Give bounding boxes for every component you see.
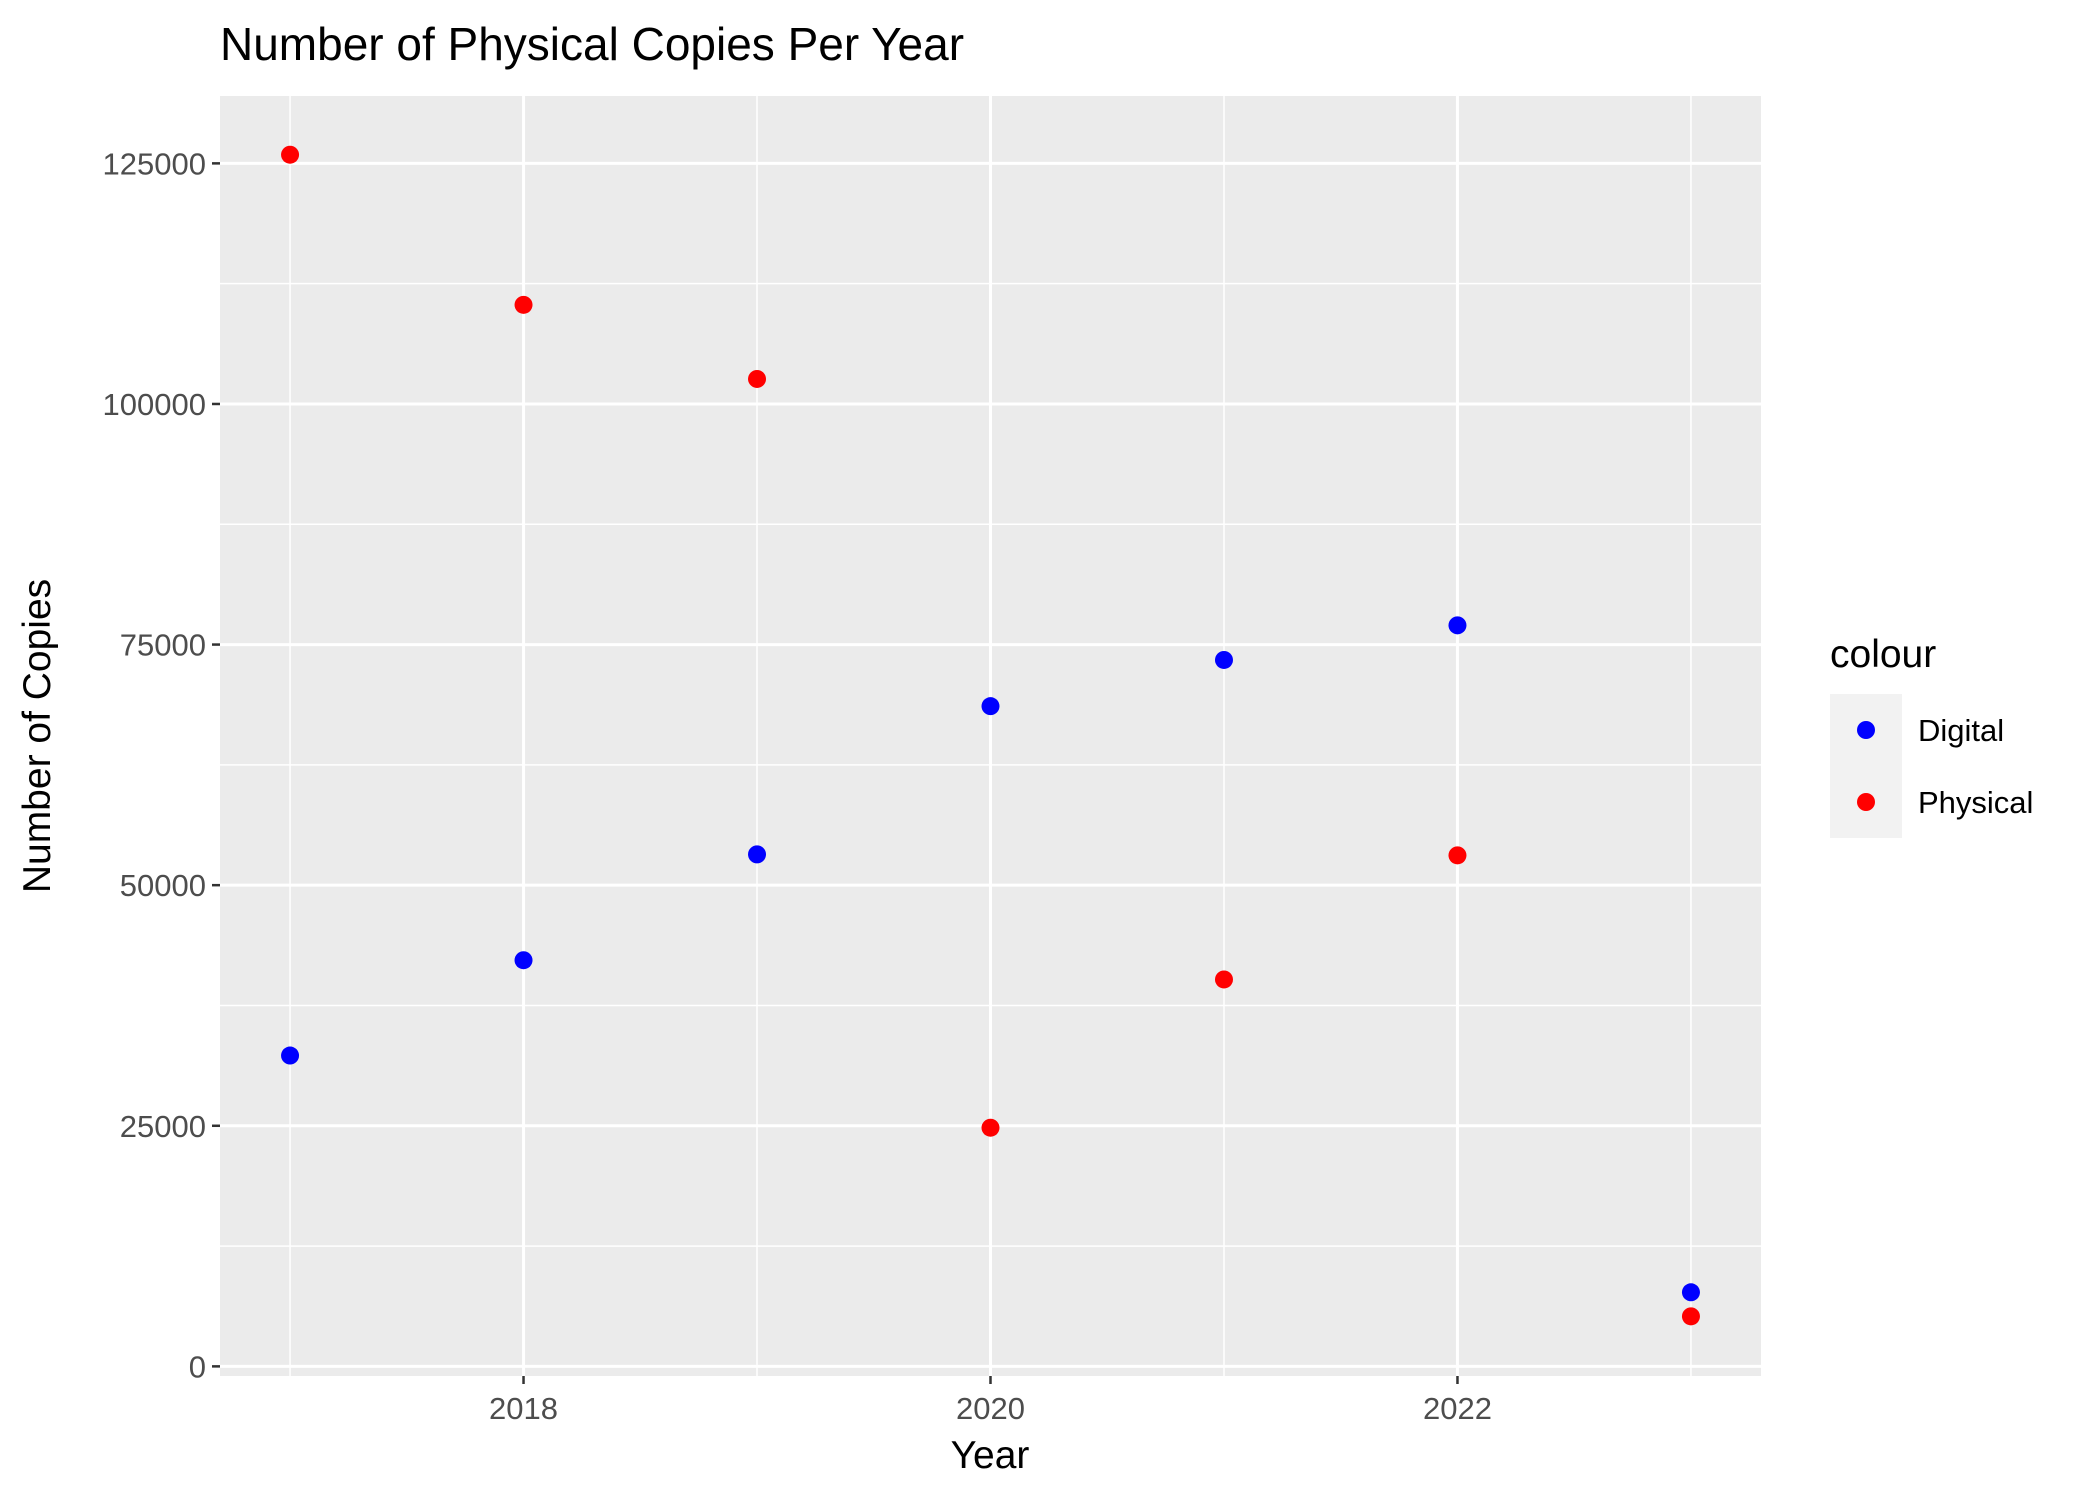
- legend: colour Digital Physical: [1830, 633, 2033, 838]
- y-axis-title: Number of Copies: [16, 579, 59, 893]
- x-axis-title: Year: [951, 1434, 1030, 1477]
- point-physical: [1214, 970, 1233, 989]
- y-tick-label: 100000: [103, 387, 206, 422]
- y-tick-label: 0: [189, 1349, 206, 1384]
- point-digital: [281, 1046, 300, 1065]
- point-digital: [748, 845, 767, 864]
- legend-key-digital: [1857, 721, 1875, 739]
- point-digital: [1448, 616, 1467, 635]
- x-tick-labels: 2018 2020 2022: [489, 1391, 1492, 1426]
- point-physical: [1448, 846, 1467, 865]
- legend-title: colour: [1830, 633, 1936, 676]
- y-tick-label: 75000: [120, 628, 206, 663]
- y-tick-labels: 0 25000 50000 75000 100000 125000: [103, 146, 206, 1384]
- chart-title: Number of Physical Copies Per Year: [220, 18, 964, 70]
- y-tick-label: 50000: [120, 868, 206, 903]
- point-physical: [748, 369, 767, 388]
- point-digital: [1214, 650, 1233, 669]
- legend-key-physical: [1857, 793, 1875, 811]
- legend-label-digital: Digital: [1918, 713, 2004, 748]
- point-digital: [514, 951, 533, 970]
- data-points: [281, 145, 1700, 1326]
- legend-key-background: [1830, 694, 1902, 838]
- point-physical: [281, 145, 300, 164]
- point-digital: [1681, 1283, 1700, 1302]
- x-tick-label: 2022: [1423, 1391, 1492, 1426]
- y-tick-label: 25000: [120, 1109, 206, 1144]
- axis-ticks: [212, 162, 1459, 1384]
- point-physical: [981, 1118, 1000, 1137]
- point-digital: [981, 697, 1000, 716]
- x-tick-label: 2018: [489, 1391, 558, 1426]
- point-physical: [1681, 1307, 1700, 1326]
- point-physical: [514, 295, 533, 314]
- y-tick-label: 125000: [103, 146, 206, 181]
- x-tick-label: 2020: [956, 1391, 1025, 1426]
- legend-label-physical: Physical: [1918, 785, 2033, 820]
